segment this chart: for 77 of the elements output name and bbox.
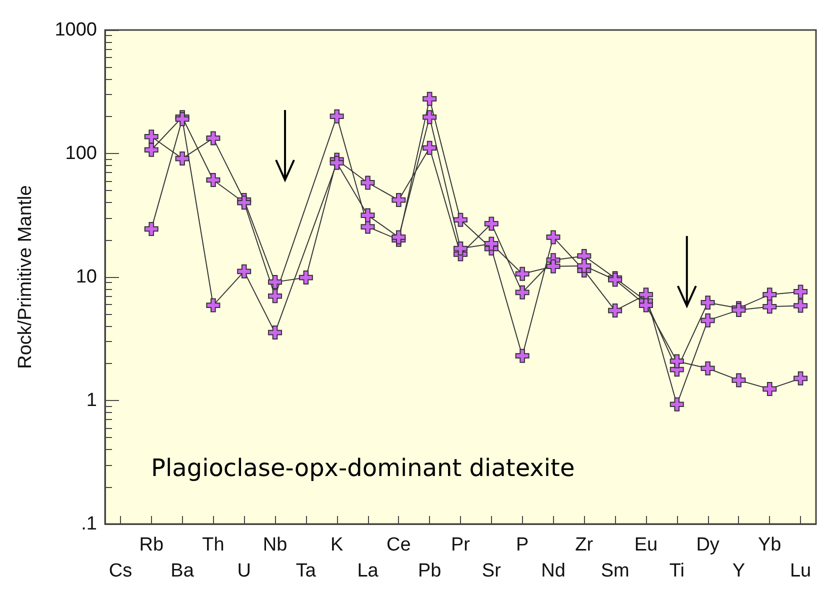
x-tick-label: K [330, 534, 344, 556]
point [144, 142, 158, 157]
point [670, 354, 684, 368]
point [268, 326, 282, 340]
point [670, 397, 684, 412]
x-tick-label: U [237, 560, 251, 582]
point [422, 140, 437, 155]
point [794, 284, 808, 299]
x-tick-label: Ti [669, 560, 684, 582]
x-tick-label: Ba [170, 560, 194, 582]
x-tick-label: Y [732, 560, 746, 582]
point [237, 264, 252, 278]
point [638, 298, 653, 312]
x-tick-label: Th [202, 534, 224, 556]
point [484, 236, 498, 251]
point [206, 173, 220, 188]
point [144, 222, 158, 236]
y-tick-label: 1000 [54, 20, 97, 40]
point [794, 371, 808, 386]
point [175, 152, 190, 166]
point [732, 373, 746, 388]
x-tick-label: Sr [482, 560, 502, 582]
annotation: Plagioclase-opx-dominant diatexite [151, 454, 575, 482]
point [484, 216, 498, 231]
point [577, 258, 592, 273]
x-tick-label: Lu [790, 560, 812, 582]
point [794, 298, 808, 313]
y-tick-label: 100 [65, 143, 97, 164]
x-tick-label: Rb [139, 534, 164, 556]
point [330, 156, 344, 170]
x-tick-label: La [357, 560, 379, 582]
point [515, 266, 530, 281]
x-tick-label: Dy [696, 534, 720, 556]
x-tick-label: Nb [262, 534, 288, 556]
point [762, 300, 777, 314]
point [700, 313, 715, 328]
point [700, 361, 715, 376]
y-axis-title: Rock/Primitive Mantle [15, 185, 36, 369]
point [206, 131, 220, 146]
point [515, 285, 530, 300]
x-tick-label: Ta [296, 560, 316, 582]
point [330, 109, 344, 124]
point [546, 230, 560, 244]
point [237, 196, 252, 210]
x-tick-label: Zr [575, 534, 594, 556]
point [360, 208, 375, 222]
point [422, 110, 437, 124]
y-tick-label: 10 [76, 266, 97, 288]
point [454, 242, 468, 256]
point [515, 348, 530, 363]
point [546, 259, 560, 274]
point [608, 304, 622, 318]
point [360, 176, 375, 190]
point [206, 298, 220, 312]
point [268, 275, 282, 290]
point [762, 288, 777, 302]
point [298, 270, 313, 285]
x-tick-label: Sm [600, 560, 630, 582]
point [700, 296, 715, 310]
x-tick-label: P [516, 534, 529, 556]
point [762, 382, 777, 396]
point [422, 92, 437, 106]
x-tick-label: Pr [451, 534, 471, 556]
y-tick-label: 1 [86, 390, 97, 411]
point [268, 289, 282, 304]
point [454, 212, 468, 227]
point [392, 230, 406, 244]
point [360, 220, 375, 234]
point [144, 130, 158, 144]
y-tick-label: .1 [81, 514, 97, 534]
x-tick-label: Eu [634, 534, 658, 556]
x-tick-label: Yb [758, 534, 782, 556]
x-tick-label: Cs [108, 560, 132, 582]
x-tick-label: Nd [541, 560, 566, 582]
x-tick-label: Ce [386, 534, 411, 556]
point [392, 193, 406, 208]
x-tick-label: Pb [418, 560, 442, 582]
